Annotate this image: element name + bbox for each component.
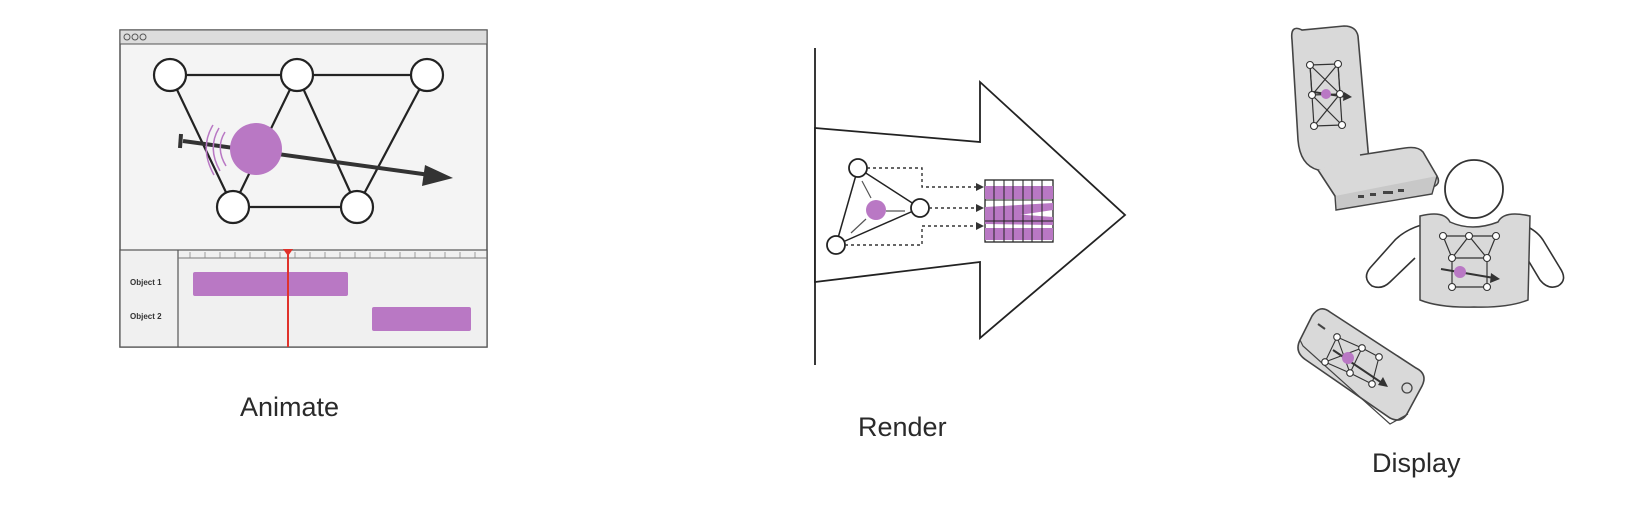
render-panel <box>814 48 1127 365</box>
connector-arrowheads-icon <box>976 183 984 230</box>
vest-icon <box>1365 159 1565 308</box>
caption-render: Render <box>858 412 947 442</box>
graph-node-icon <box>826 158 930 255</box>
window-zoom-icon <box>139 33 147 41</box>
render-connectors <box>845 167 978 246</box>
playhead-handle-icon[interactable] <box>283 249 293 256</box>
motion-arrow-icon <box>178 133 453 186</box>
vibration-marks-icon <box>205 124 227 176</box>
graph-node-icon <box>152 57 445 225</box>
caption-display: Display <box>1372 448 1461 478</box>
timeline <box>119 249 488 348</box>
timeline-ruler <box>189 252 476 258</box>
window-close-icon <box>123 33 131 41</box>
animated-object <box>230 123 282 175</box>
track-label-2: Object 2 <box>130 312 162 321</box>
render-object <box>866 200 886 220</box>
track-2-clip[interactable] <box>372 307 471 331</box>
render-arrow-icon <box>814 79 1127 340</box>
window-minimize-icon <box>131 33 139 41</box>
caption-animate: Animate <box>240 392 340 422</box>
track-label-1: Object 1 <box>130 278 162 287</box>
car-seat-icon <box>1290 25 1440 211</box>
track-1-clip[interactable] <box>193 272 348 296</box>
render-graph <box>826 158 930 255</box>
signal-matrix <box>984 179 1054 243</box>
phone-icon <box>1297 308 1425 425</box>
animate-window <box>119 29 488 348</box>
